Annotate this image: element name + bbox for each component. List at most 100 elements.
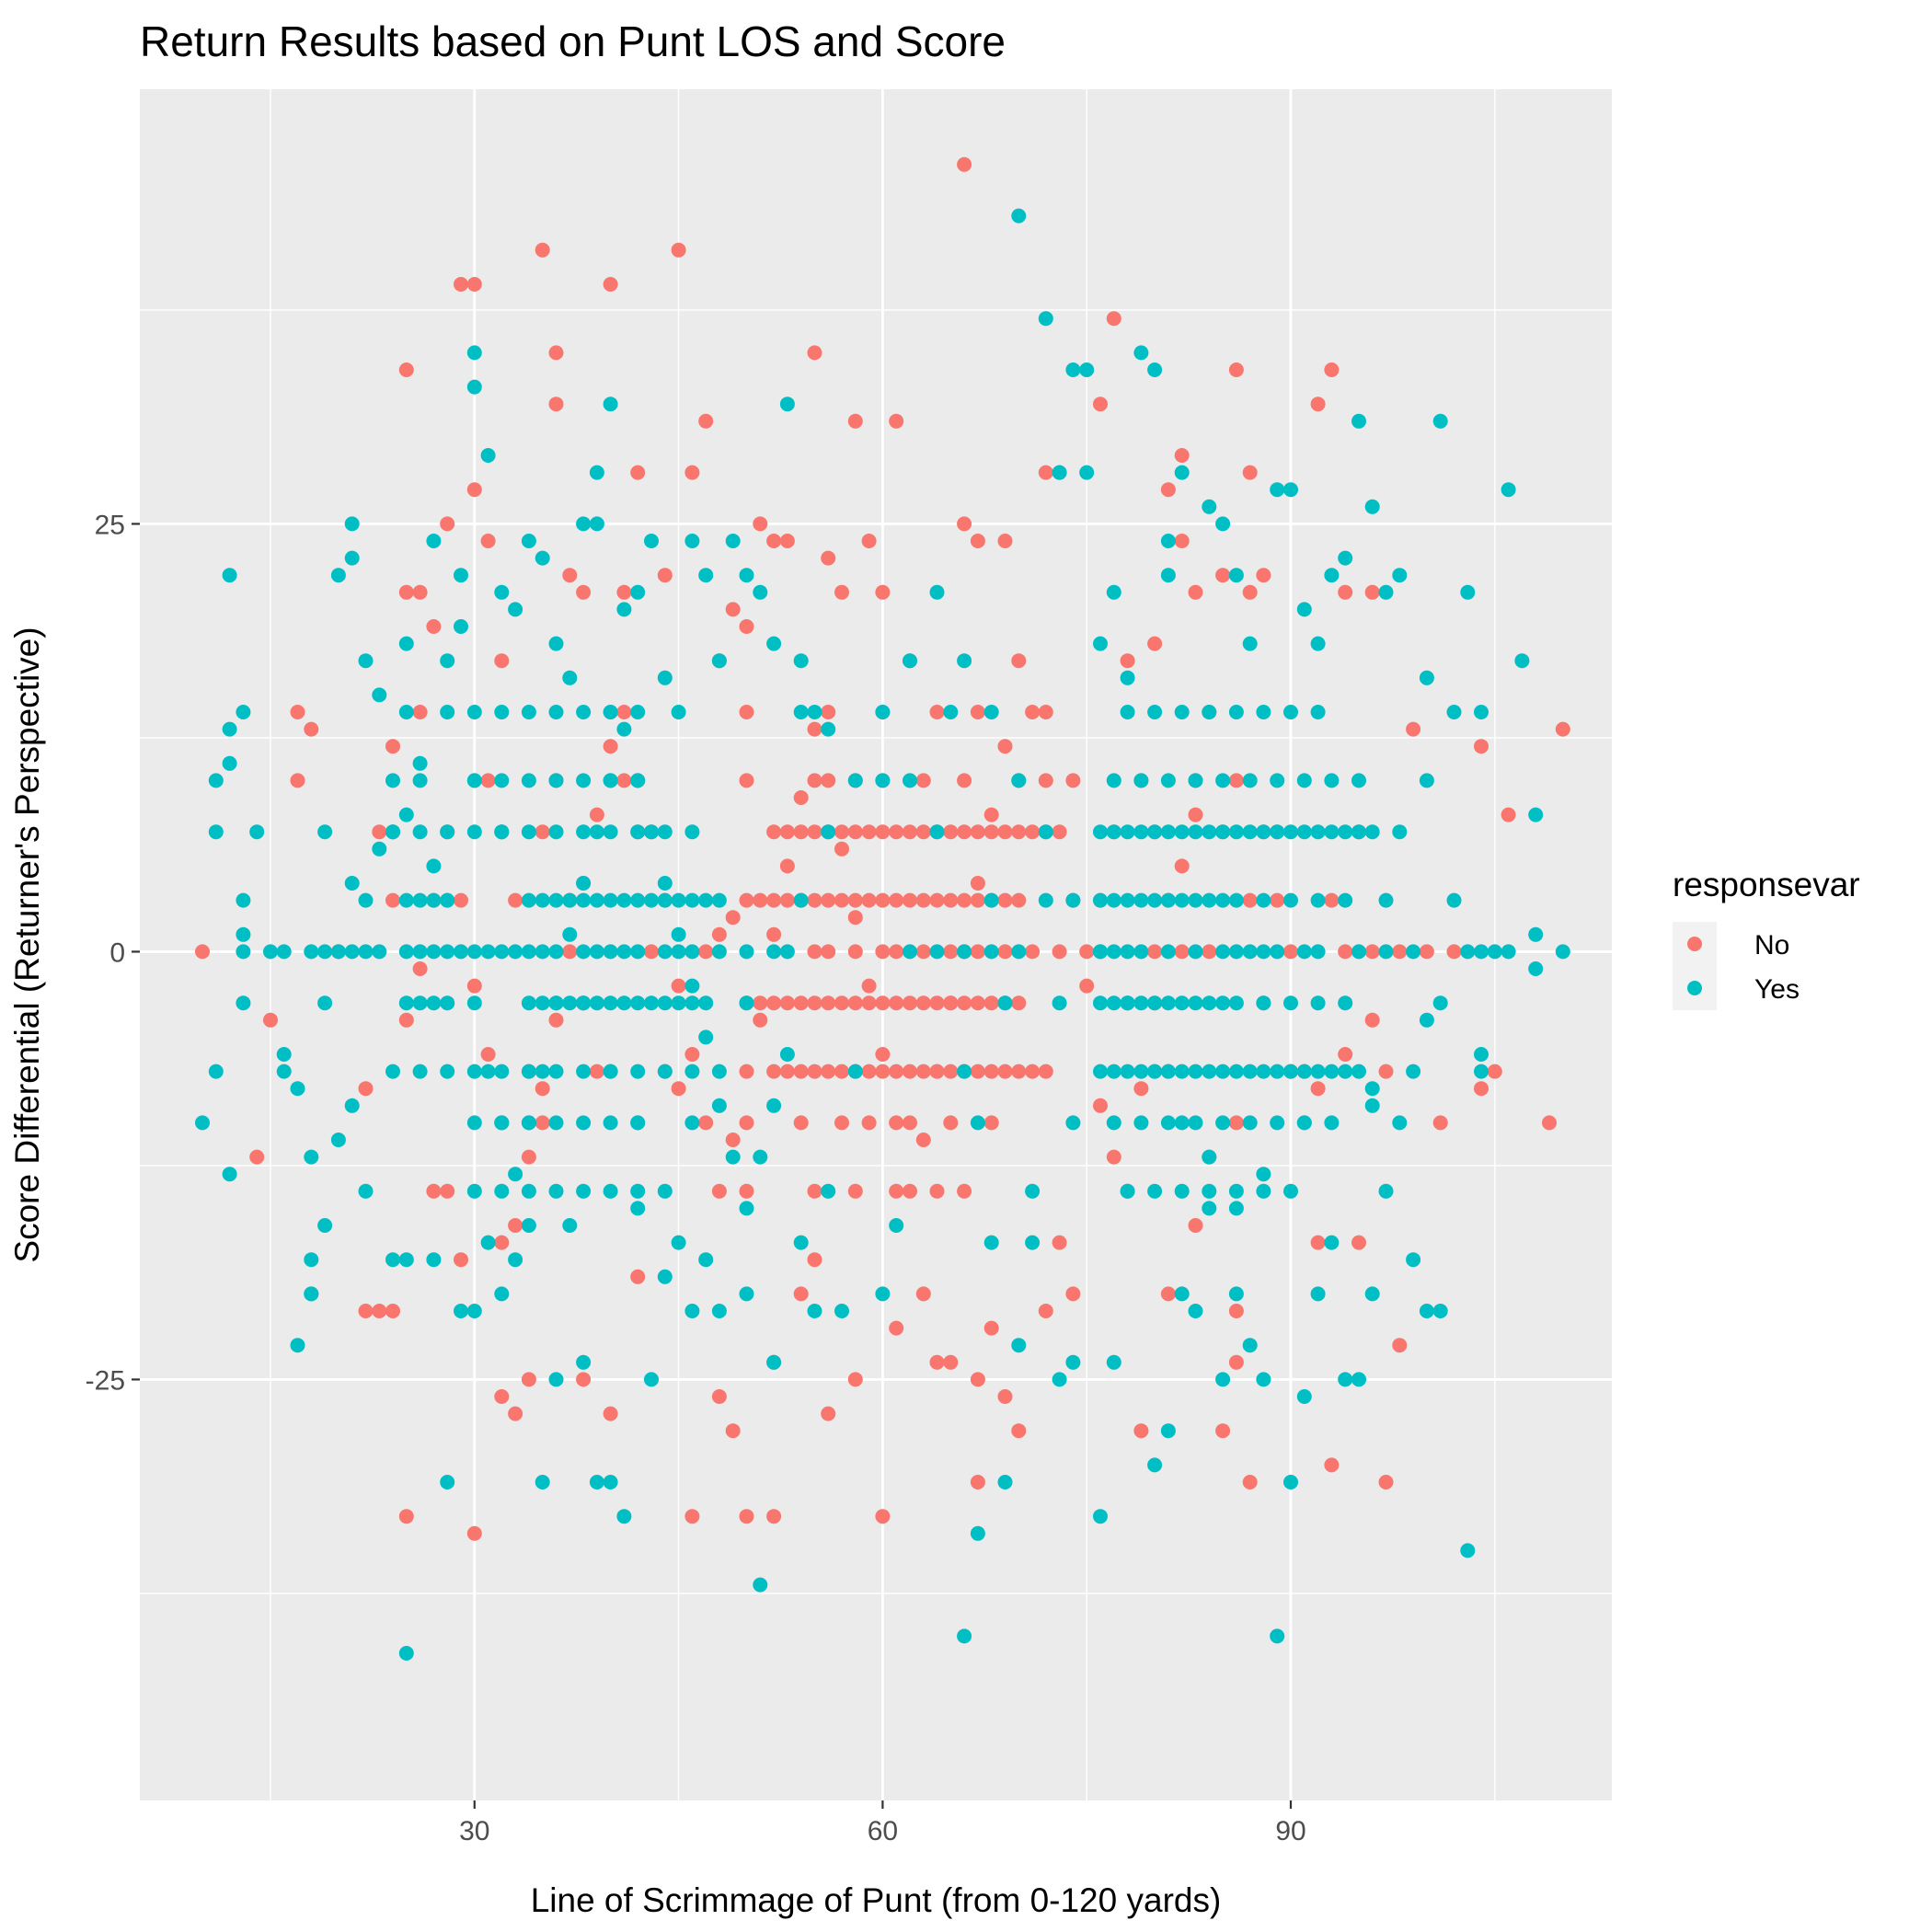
point-yes-85 [589,1475,604,1489]
point-yes-266 [576,995,592,1011]
point-yes-362 [1215,892,1231,908]
point-no-52 [861,534,877,548]
point-yes-47 [589,516,604,532]
point-yes-346 [1256,1064,1271,1079]
y-tick-label-1: 0 [109,937,125,968]
point-yes-198 [821,824,836,840]
point-yes-231 [562,926,578,942]
point-no-242 [983,995,999,1011]
point-yes-183 [1228,1201,1244,1216]
point-yes-123 [1270,1628,1285,1644]
point-yes-169 [1501,482,1516,498]
point-yes-440 [548,1064,564,1079]
point-yes-237 [644,824,659,840]
point-yes-136 [1011,208,1027,224]
point-yes-344 [1228,1064,1244,1079]
point-yes-213 [412,773,428,788]
point-yes-147 [1160,534,1176,548]
point-yes-278 [494,944,510,960]
point-no-338 [616,773,632,788]
point-no-303 [1419,944,1434,960]
point-no-84 [970,534,985,548]
point-no-259 [957,824,972,840]
x-tick-labels: 30 60 90 [459,1816,1306,1846]
point-yes-17 [290,1081,305,1097]
point-no-69 [875,1509,891,1524]
point-yes-419 [426,944,442,960]
point-no-45 [753,516,768,532]
point-yes-150 [1202,499,1217,514]
point-yes-321 [1202,824,1217,840]
point-yes-83 [562,1218,578,1233]
legend: responsevar No Yes [1673,866,1860,1010]
point-yes-20 [304,1149,319,1165]
point-no-126 [1392,944,1408,960]
point-yes-7 [222,1167,237,1182]
point-yes-482 [548,1183,564,1199]
point-yes-383 [1106,773,1121,788]
point-yes-89 [644,1372,659,1387]
point-no-41 [698,413,714,429]
point-yes-295 [1120,944,1135,960]
plot-panel [140,89,1612,1800]
point-no-149 [1011,653,1027,669]
point-yes-24 [330,568,346,583]
point-yes-281 [535,944,550,960]
point-no-68 [847,1372,863,1387]
point-yes-313 [1093,824,1108,840]
point-no-267 [779,1064,795,1079]
point-yes-244 [739,1201,754,1216]
point-no-170 [725,1133,741,1147]
point-yes-129 [1351,1372,1366,1387]
point-no-171 [711,1183,727,1199]
point-yes-254 [630,892,646,908]
point-no-199 [671,1081,686,1097]
point-yes-375 [1188,995,1203,1011]
point-no-324 [970,705,985,719]
point-yes-444 [657,1064,673,1079]
point-yes-78 [494,1286,510,1302]
point-no-222 [997,892,1013,908]
point-yes-243 [725,1149,741,1165]
point-yes-349 [1296,1064,1312,1079]
point-yes-204 [657,1183,673,1199]
point-no-110 [1133,1423,1149,1439]
point-yes-376 [1202,995,1217,1011]
point-yes-503 [847,1064,863,1079]
point-yes-430 [398,995,414,1011]
point-no-316 [861,1115,877,1131]
point-no-229 [807,995,822,1011]
point-yes-416 [1283,1183,1298,1199]
point-no-81 [1065,1286,1081,1302]
point-yes-134 [1432,1304,1448,1318]
point-no-220 [970,892,985,908]
point-no-7 [358,1304,374,1318]
point-yes-310 [1474,944,1489,960]
point-yes-195 [903,653,917,669]
point-no-310 [957,773,972,788]
point-no-240 [957,995,972,1011]
point-yes-483 [576,1183,592,1199]
point-yes-179 [1364,1098,1380,1113]
point-yes-208 [548,944,564,960]
point-yes-466 [494,773,510,788]
point-yes-287 [657,944,673,960]
point-yes-86 [603,1475,618,1489]
point-yes-509 [1432,995,1448,1011]
point-no-95 [1188,584,1203,600]
point-no-340 [644,944,659,960]
point-yes-329 [1310,824,1326,840]
point-no-90 [1120,653,1135,669]
point-no-118 [1310,1235,1326,1250]
point-yes-478 [630,705,646,719]
point-yes-110 [1052,1372,1067,1387]
point-yes-28 [372,687,387,703]
point-no-320 [739,705,754,719]
point-yes-242 [711,1098,727,1113]
point-yes-309 [1460,944,1476,960]
point-yes-184 [1202,1149,1217,1165]
point-yes-192 [983,705,999,719]
point-no-336 [589,1064,604,1079]
point-no-11 [398,362,414,377]
point-no-213 [875,892,891,908]
